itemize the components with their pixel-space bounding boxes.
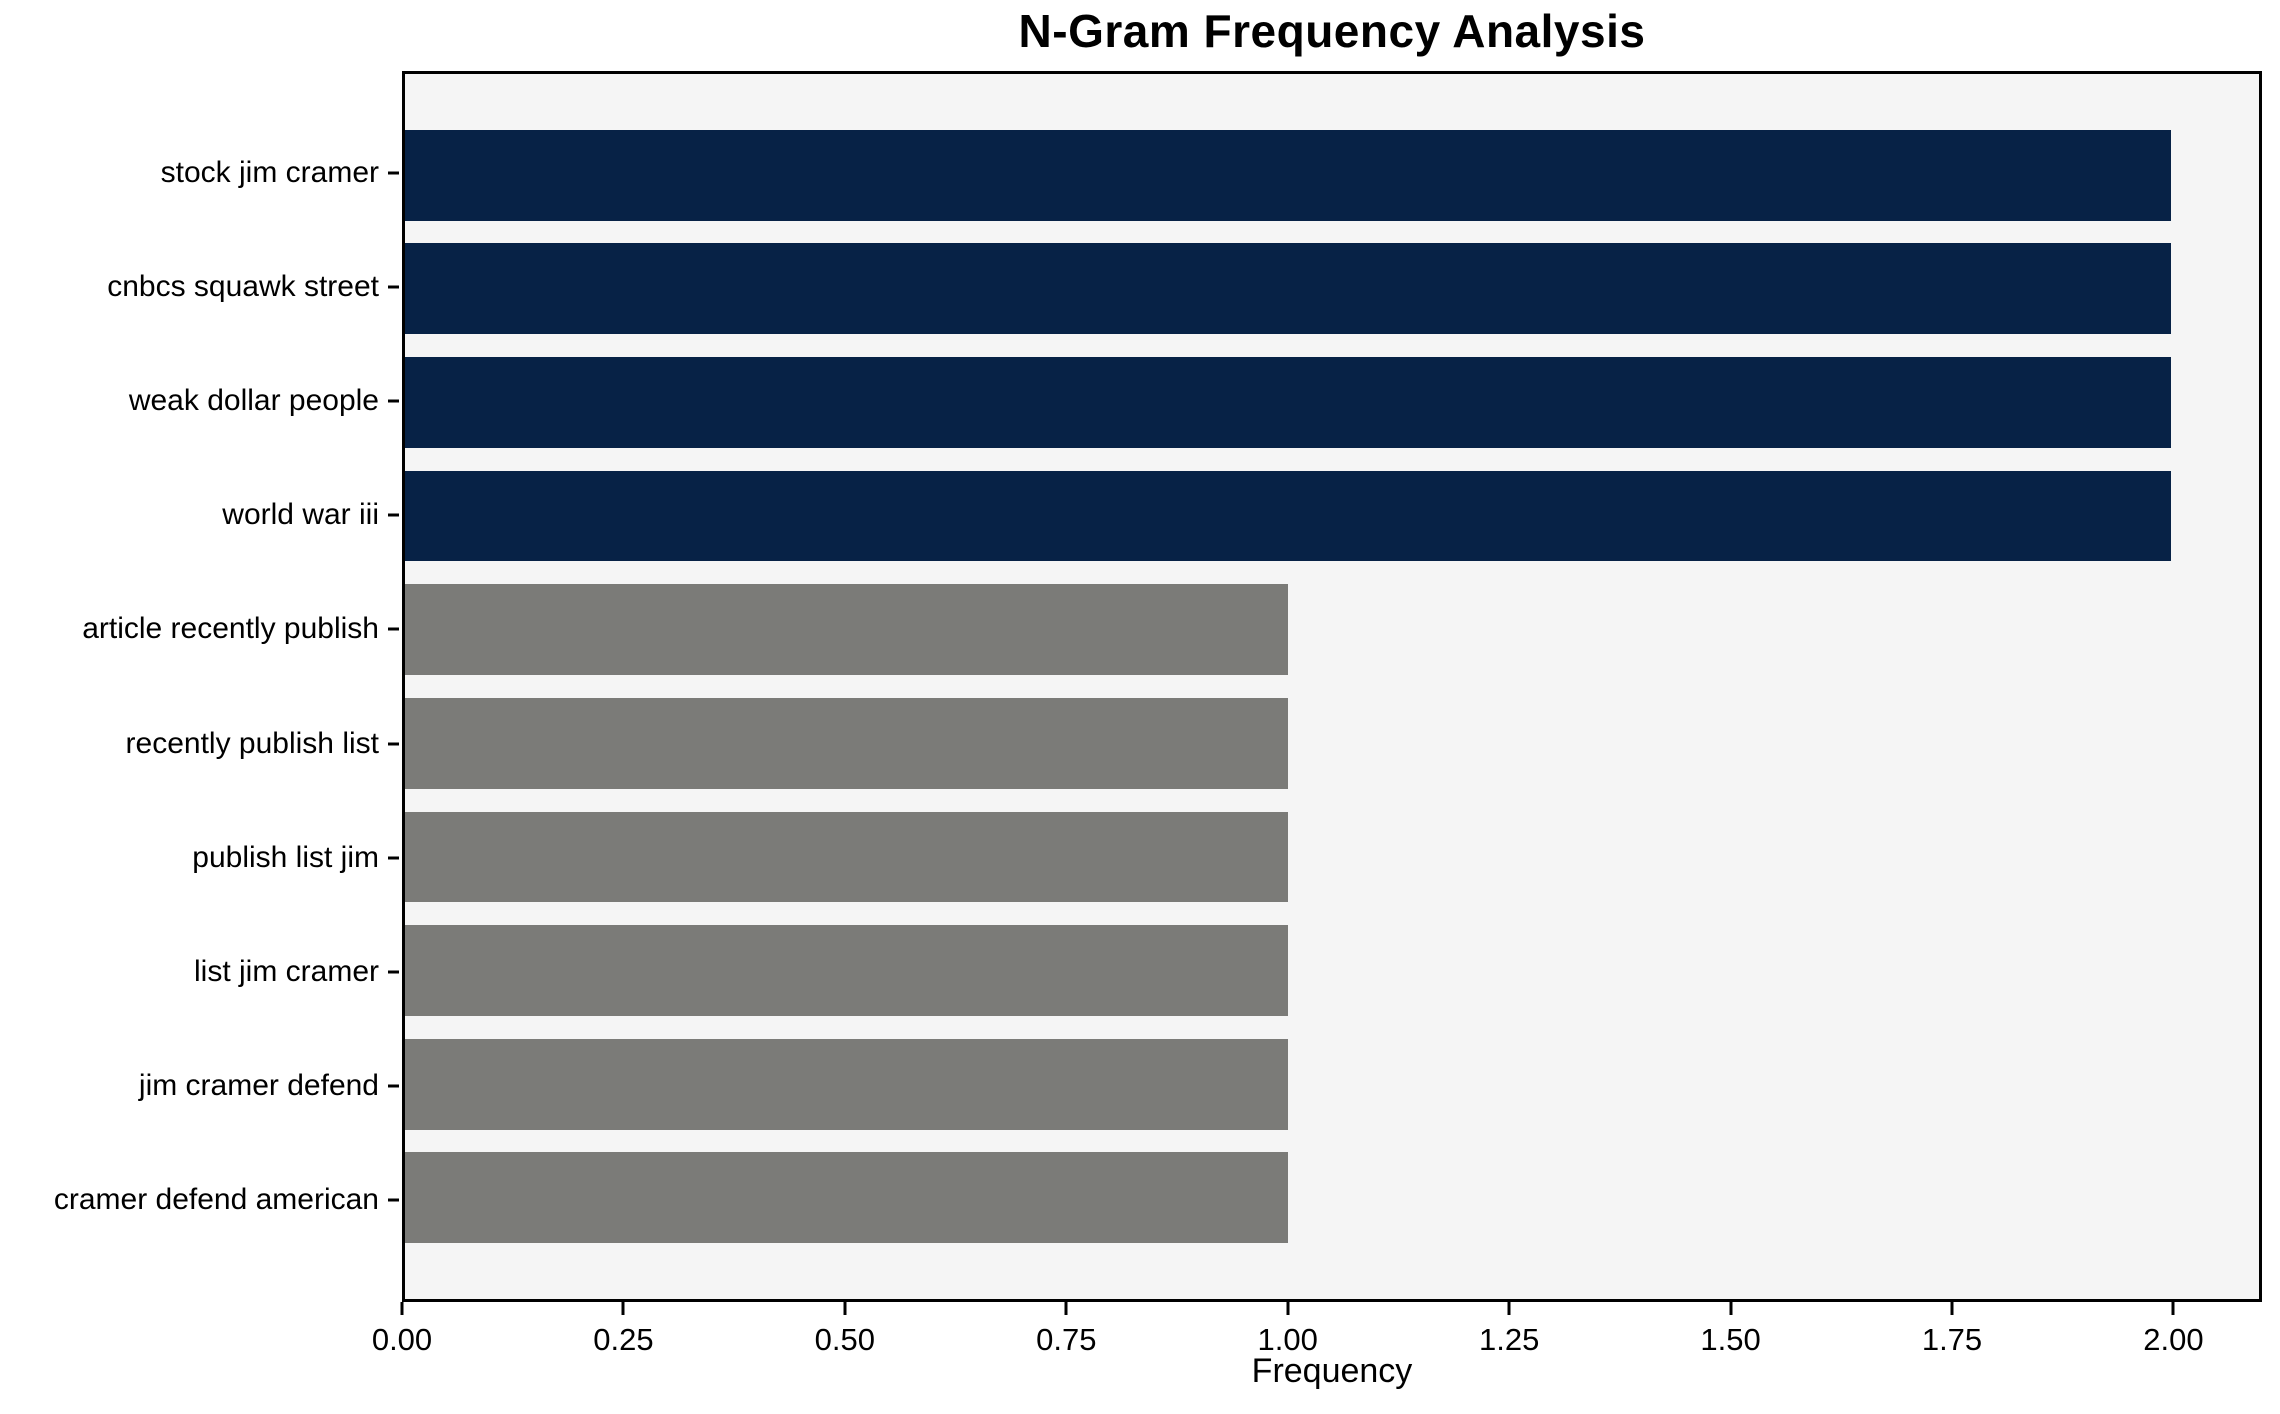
bar-jim-cramer-defend — [405, 1038, 1288, 1130]
xtick-mark — [843, 1302, 847, 1315]
bar-cramer-defend-american — [405, 1152, 1288, 1244]
xtick-mark — [621, 1302, 625, 1315]
x-axis-label: Frequency — [1251, 1352, 1413, 1390]
bar-cnbcs-squawk-street — [405, 243, 2171, 335]
xtick-label-1.75: 1.75 — [1921, 1322, 1983, 1357]
plot-area — [402, 71, 2262, 1302]
x-axis: 0.00 0.25 0.50 0.75 1.00 1.25 1.50 1.75 2.00 — [372, 1302, 2262, 1372]
bar-world-war-iii — [405, 470, 2171, 562]
xtick-mark — [2171, 1302, 2175, 1315]
bar-article-recently-publish — [405, 584, 1288, 676]
ytick-mark — [388, 856, 399, 860]
bar-weak-dollar-people — [405, 356, 2171, 448]
xtick-label-2.00: 2.00 — [2143, 1322, 2204, 1357]
xtick-label-1.25: 1.25 — [1478, 1322, 1540, 1357]
ytick-mark — [388, 1084, 399, 1088]
xtick-mark — [1507, 1302, 1511, 1315]
ytick-mark — [388, 742, 399, 746]
bar-list-jim-cramer — [405, 925, 1288, 1017]
xtick-label-0.25: 0.25 — [593, 1322, 654, 1357]
xtick-mark — [1286, 1302, 1290, 1315]
xtick-mark — [1950, 1302, 1954, 1315]
ytick-label-weak-dollar-people: weak dollar people — [128, 384, 379, 418]
bar-recently-publish-list — [405, 697, 1288, 789]
ytick-label-recently-publish-list: recently publish list — [125, 726, 379, 760]
xtick-label-0.00: 0.00 — [371, 1322, 433, 1357]
xtick-mark — [400, 1302, 404, 1315]
bar-stock-jim-cramer — [405, 129, 2171, 221]
xtick-label-0.75: 0.75 — [1036, 1322, 1097, 1357]
ytick-label-article-recently-publish: article recently publish — [82, 612, 379, 646]
ytick-label-list-jim-cramer: list jim cramer — [194, 954, 379, 988]
bar-publish-list-jim — [405, 811, 1288, 903]
xtick-label-1.50: 1.50 — [1700, 1322, 1761, 1357]
xtick-mark — [1064, 1302, 1068, 1315]
y-axis: stock jim cramer cnbcs squawk street weak … — [0, 71, 399, 1302]
ytick-mark — [388, 513, 399, 517]
xtick-mark — [1729, 1302, 1733, 1315]
ytick-mark — [388, 627, 399, 631]
ytick-label-world-war-iii: world war iii — [222, 498, 379, 532]
ytick-label-publish-list-jim: publish list jim — [192, 840, 379, 874]
ytick-mark — [388, 1198, 399, 1202]
chart-title: N-Gram Frequency Analysis — [1018, 5, 1646, 57]
ytick-label-cramer-defend-american: cramer defend american — [53, 1183, 379, 1217]
ytick-mark — [388, 970, 399, 974]
xtick-label-1.00: 1.00 — [1257, 1322, 1318, 1357]
ytick-label-cnbcs-squawk-street: cnbcs squawk street — [107, 269, 379, 303]
ytick-label-jim-cramer-defend: jim cramer defend — [138, 1069, 379, 1103]
xtick-label-0.50: 0.50 — [814, 1322, 876, 1357]
ytick-mark — [388, 285, 399, 289]
ytick-label-stock-jim-cramer: stock jim cramer — [160, 155, 379, 189]
ytick-mark — [388, 171, 399, 175]
ytick-mark — [388, 399, 399, 403]
